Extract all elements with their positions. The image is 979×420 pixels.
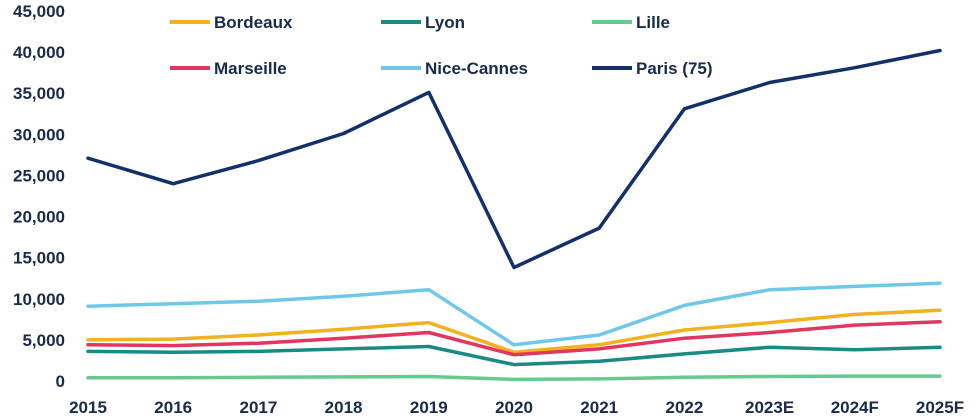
legend: Bordeaux Lyon Lille Marseille Nice-Cannes Par… [170, 13, 713, 78]
y-axis-ticks: 0 5,000 10,000 15,000 20,000 25,000 30,000 35,0… [13, 2, 65, 391]
series-line-nice-cannes [86, 281, 942, 347]
x-tick-label: 2017 [239, 398, 277, 417]
y-tick-label: 40,000 [13, 43, 65, 62]
legend-label-nice-cannes: Nice-Cannes [425, 59, 528, 78]
y-tick-label: 10,000 [13, 290, 65, 309]
legend-label-marseille: Marseille [214, 59, 287, 78]
x-tick-label: 2023E [745, 398, 794, 417]
x-axis-ticks: 2015 2016 2017 2018 2019 2020 2021 2022 2023E 202… [69, 398, 964, 417]
y-tick-label: 20,000 [13, 208, 65, 227]
y-tick-label: 45,000 [13, 2, 65, 21]
x-tick-label: 2018 [325, 398, 363, 417]
x-tick-label: 2015 [69, 398, 107, 417]
legend-label-lille: Lille [636, 13, 670, 32]
legend-label-bordeaux: Bordeaux [214, 13, 293, 32]
x-tick-label: 2024F [831, 398, 879, 417]
series-line-lyon [86, 344, 942, 367]
series-lines [86, 48, 942, 382]
y-tick-label: 0 [56, 372, 65, 391]
x-tick-label: 2025F [916, 398, 964, 417]
x-tick-label: 2021 [580, 398, 618, 417]
series-line-paris-75 [86, 48, 942, 270]
y-tick-label: 25,000 [13, 166, 65, 185]
series-line-bordeaux [86, 308, 942, 354]
legend-label-lyon: Lyon [425, 13, 465, 32]
y-tick-label: 30,000 [13, 125, 65, 144]
x-tick-label: 2020 [495, 398, 533, 417]
x-tick-label: 2022 [665, 398, 703, 417]
y-tick-label: 15,000 [13, 249, 65, 268]
y-tick-label: 35,000 [13, 84, 65, 103]
series-line-marseille [86, 320, 942, 357]
legend-label-paris-75: Paris (75) [636, 59, 713, 78]
x-tick-label: 2016 [154, 398, 192, 417]
x-tick-label: 2019 [410, 398, 448, 417]
y-tick-label: 5,000 [22, 331, 65, 350]
series-line-lille [86, 374, 942, 382]
